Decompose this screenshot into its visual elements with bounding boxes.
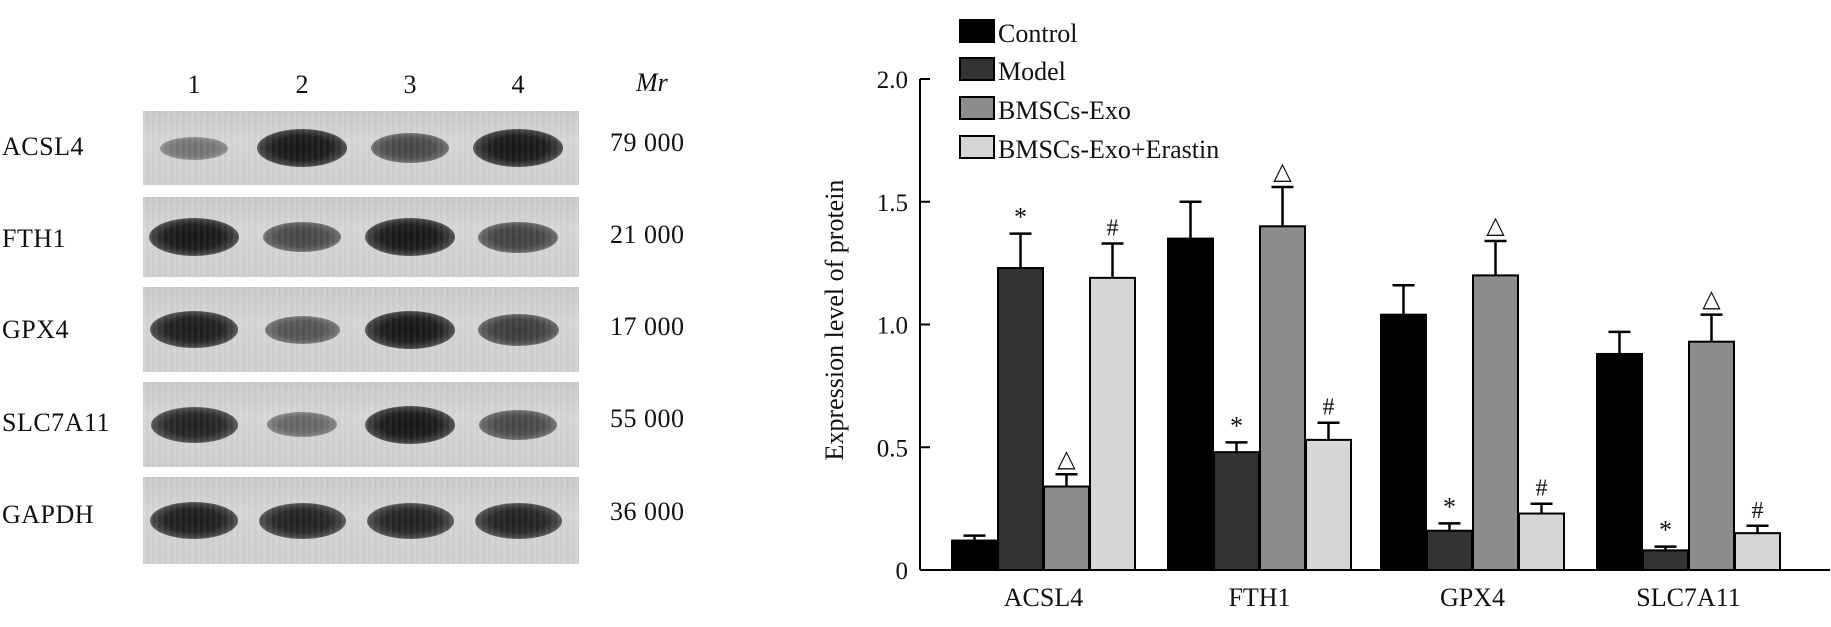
x-tick-label: ACSL4 xyxy=(1004,583,1083,612)
y-tick-label: 2.0 xyxy=(877,67,908,94)
blot-strip-acsl4 xyxy=(143,111,579,185)
blot-strip-gpx4 xyxy=(143,287,579,372)
x-tick-label: SLC7A11 xyxy=(1636,583,1741,612)
bar xyxy=(1472,274,1519,571)
mr-value-gpx4: 17 000 xyxy=(610,312,685,341)
bar xyxy=(997,267,1044,571)
legend-label: BMSCs-Exo xyxy=(998,96,1131,125)
legend-swatch xyxy=(959,96,995,120)
chart-legend: Control Model BMSCs-Exo BMSCs-Exo+Erastin xyxy=(959,19,1219,164)
bars-group: * △ # * △ # * △ # * △ # xyxy=(951,159,1781,572)
blot-band-slc7a11-lane-1 xyxy=(150,406,238,443)
blot-band-fth1-lane-4 xyxy=(478,221,558,253)
y-axis-title: Expression level of protein xyxy=(820,180,849,461)
lane-label-2: 2 xyxy=(295,70,309,99)
blot-band-gapdh-lane-1 xyxy=(149,502,239,539)
blot-strip-gapdh xyxy=(143,477,579,564)
legend-swatch xyxy=(959,57,995,81)
western-blot-panel: 1 2 3 4 Mr ACSL4 FTH1 GPX4 SLC7A11 GAPDH… xyxy=(0,0,740,627)
bar xyxy=(951,539,998,571)
legend-swatch xyxy=(959,19,995,43)
significance-mark: * xyxy=(1014,203,1027,232)
bar xyxy=(1305,438,1352,572)
bar xyxy=(1642,549,1689,571)
lane-label-4: 4 xyxy=(511,70,525,99)
bar xyxy=(1259,225,1306,572)
significance-mark: △ xyxy=(1057,446,1076,472)
blot-band-acsl4-lane-2 xyxy=(257,129,347,167)
bar xyxy=(1688,340,1735,571)
mr-value-gapdh: 36 000 xyxy=(610,497,685,526)
significance-mark: △ xyxy=(1486,213,1505,239)
blot-row-label-gapdh: GAPDH xyxy=(2,500,95,529)
bar xyxy=(1380,313,1427,571)
axes-group: 0 0.5 1.0 1.5 2.0 ACSL4 FTH1 GPX4 SLC7A11 xyxy=(877,67,1830,612)
blot-band-slc7a11-lane-3 xyxy=(365,405,455,444)
bar xyxy=(1089,276,1136,571)
significance-mark: # xyxy=(1752,498,1764,524)
blot-band-fth1-lane-3 xyxy=(365,218,455,256)
blot-row-label-acsl4: ACSL4 xyxy=(2,132,84,161)
blot-band-gpx4-lane-4 xyxy=(477,313,559,346)
blot-band-fth1-lane-1 xyxy=(149,218,239,256)
blot-band-gapdh-lane-3 xyxy=(366,502,454,539)
legend-label: Model xyxy=(998,57,1066,86)
significance-mark: * xyxy=(1659,516,1672,545)
significance-mark: # xyxy=(1536,476,1548,502)
significance-mark: * xyxy=(1230,411,1243,440)
blot-band-fth1-lane-2 xyxy=(263,222,341,252)
significance-mark: △ xyxy=(1702,287,1721,313)
blot-strip-slc7a11 xyxy=(143,382,579,467)
bar xyxy=(1426,529,1473,571)
mr-value-acsl4: 79 000 xyxy=(610,128,685,157)
x-tick-label: FTH1 xyxy=(1228,583,1290,612)
blot-band-gpx4-lane-3 xyxy=(365,310,455,349)
lane-label-3: 3 xyxy=(403,70,417,99)
blot-band-slc7a11-lane-4 xyxy=(479,409,557,440)
blot-band-gapdh-lane-2 xyxy=(258,502,346,539)
blot-row-label-slc7a11: SLC7A11 xyxy=(2,408,110,437)
significance-mark: # xyxy=(1107,215,1119,241)
legend-swatch xyxy=(959,135,995,159)
y-tick-label: 0.5 xyxy=(877,435,908,462)
y-tick-label: 0 xyxy=(896,558,909,585)
lane-label-1: 1 xyxy=(187,70,201,99)
y-tick-label: 1.5 xyxy=(877,190,908,217)
blot-strip-fth1 xyxy=(143,197,579,277)
bar xyxy=(1167,237,1214,571)
mr-header: Mr xyxy=(636,68,668,97)
blot-band-slc7a11-lane-2 xyxy=(266,412,338,437)
bar xyxy=(1213,451,1260,571)
blot-band-acsl4-lane-4 xyxy=(473,129,563,167)
significance-mark: * xyxy=(1443,492,1456,521)
y-tick-label: 1.0 xyxy=(877,313,908,340)
significance-mark: # xyxy=(1323,395,1335,421)
mr-value-fth1: 21 000 xyxy=(610,220,685,249)
expression-bar-chart: Control Model BMSCs-Exo BMSCs-Exo+Erastin E… xyxy=(820,19,1830,612)
bar xyxy=(1734,532,1781,571)
x-tick-label: GPX4 xyxy=(1440,583,1505,612)
legend-label: BMSCs-Exo+Erastin xyxy=(998,135,1219,164)
blot-band-acsl4-lane-3 xyxy=(371,133,449,163)
bar xyxy=(1518,512,1565,571)
blot-band-gpx4-lane-1 xyxy=(149,311,239,348)
significance-mark: △ xyxy=(1273,159,1292,185)
bar xyxy=(1043,485,1090,571)
legend-label: Control xyxy=(998,19,1077,48)
mr-value-slc7a11: 55 000 xyxy=(610,404,685,433)
bar xyxy=(1596,352,1643,571)
blot-band-gpx4-lane-2 xyxy=(264,315,340,344)
blot-band-gapdh-lane-4 xyxy=(474,502,562,539)
blot-band-acsl4-lane-1 xyxy=(160,136,228,160)
blot-row-label-fth1: FTH1 xyxy=(2,224,67,253)
blot-row-label-gpx4: GPX4 xyxy=(2,315,70,344)
